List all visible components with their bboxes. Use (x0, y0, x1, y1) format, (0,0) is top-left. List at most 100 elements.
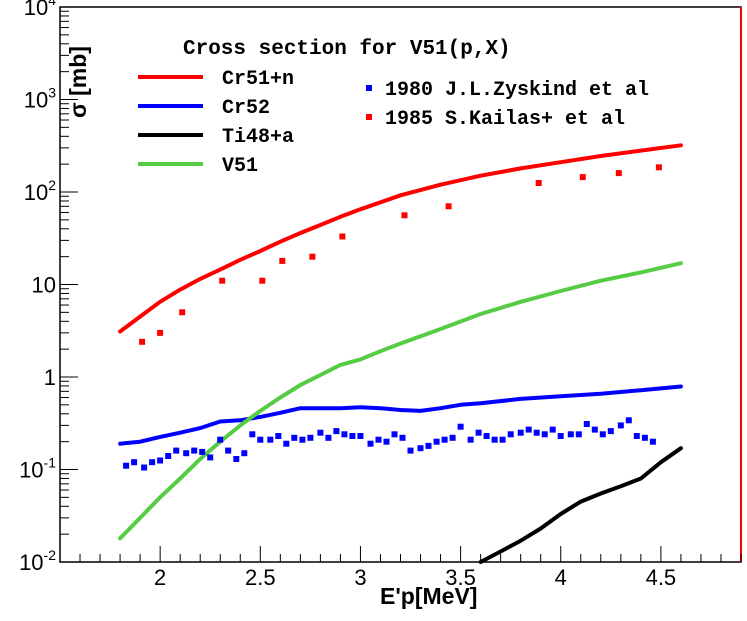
data-point-1980-j-l-zyskind-et-al (249, 431, 256, 438)
data-point-1980-j-l-zyskind-et-al (483, 433, 490, 439)
data-point-1980-j-l-zyskind-et-al (475, 429, 482, 436)
data-point-1980-j-l-zyskind-et-al (449, 434, 456, 441)
data-point-1980-j-l-zyskind-et-al (173, 447, 180, 454)
data-point-1980-j-l-zyskind-et-al (649, 438, 656, 445)
x-tick-label: 2 (154, 565, 166, 590)
data-point-1980-j-l-zyskind-et-al (591, 426, 598, 433)
data-point-1980-j-l-zyskind-et-al (541, 431, 548, 438)
data-point-1985-s-kailas-et-al (445, 203, 452, 210)
data-point-1980-j-l-zyskind-et-al (123, 462, 130, 469)
data-point-1980-j-l-zyskind-et-al (267, 436, 274, 443)
data-point-1980-j-l-zyskind-et-al (641, 434, 648, 441)
data-point-1980-j-l-zyskind-et-al (141, 464, 148, 471)
data-point-1980-j-l-zyskind-et-al (425, 442, 432, 449)
y-tick-label: 10-1 (19, 455, 56, 483)
data-point-1980-j-l-zyskind-et-al (525, 426, 532, 433)
data-point-1980-j-l-zyskind-et-al (499, 436, 506, 443)
data-point-1980-j-l-zyskind-et-al (191, 447, 198, 454)
data-point-1980-j-l-zyskind-et-al (549, 426, 556, 433)
x-tick-label: 4.5 (646, 565, 677, 590)
legend-label: 1985 S.Kailas+ et al (385, 108, 625, 131)
data-point-1985-s-kailas-et-al (339, 233, 346, 240)
data-point-1980-j-l-zyskind-et-al (357, 433, 364, 439)
data-point-1985-s-kailas-et-al (157, 329, 164, 336)
data-point-1985-s-kailas-et-al (401, 212, 408, 219)
data-point-1980-j-l-zyskind-et-al (217, 436, 224, 443)
data-point-1980-j-l-zyskind-et-al (225, 447, 232, 454)
data-point-1985-s-kailas-et-al (615, 170, 622, 177)
data-point-1985-s-kailas-et-al (309, 253, 316, 260)
data-point-1980-j-l-zyskind-et-al (165, 453, 172, 459)
data-point-1980-j-l-zyskind-et-al (333, 428, 340, 435)
data-point-1980-j-l-zyskind-et-al (131, 459, 138, 466)
data-point-1980-j-l-zyskind-et-al (199, 448, 206, 455)
data-point-1980-j-l-zyskind-et-al (457, 423, 464, 430)
data-point-1980-j-l-zyskind-et-al (441, 436, 448, 443)
data-point-1980-j-l-zyskind-et-al (241, 450, 248, 457)
chart-title: Cross section for V51(p,X) (183, 38, 511, 61)
y-tick-label: 10-2 (19, 547, 56, 575)
data-point-1980-j-l-zyskind-et-al (399, 434, 406, 441)
data-point-1980-j-l-zyskind-et-al (291, 434, 298, 441)
data-point-1980-j-l-zyskind-et-al (325, 434, 332, 441)
series-line-v51 (118, 261, 683, 541)
data-point-1980-j-l-zyskind-et-al (583, 421, 590, 427)
series-line-ti48-a (478, 446, 683, 564)
data-point-1980-j-l-zyskind-et-al (149, 459, 156, 466)
axis-ticks (59, 6, 742, 563)
data-point-1980-j-l-zyskind-et-al (557, 433, 564, 439)
data-point-1980-j-l-zyskind-et-al (275, 433, 282, 439)
data-point-1980-j-l-zyskind-et-al (607, 428, 614, 435)
data-point-1980-j-l-zyskind-et-al (407, 447, 414, 454)
legend-marker (366, 85, 372, 91)
data-point-1980-j-l-zyskind-et-al (467, 436, 474, 443)
axis-tick-labels: 2 2.5 3 3.5 4 4.5 10-2 10-1 1 10 102 103 104 (19, 0, 676, 590)
data-point-1980-j-l-zyskind-et-al (317, 429, 324, 436)
legend-label: Ti48+a (222, 126, 294, 149)
data-point-1980-j-l-zyskind-et-al (575, 431, 582, 438)
data-point-1980-j-l-zyskind-et-al (349, 433, 356, 439)
series-layer (118, 143, 683, 564)
x-tick-label: 3.5 (445, 565, 476, 590)
y-tick-label: 103 (24, 85, 56, 113)
legend-marker (366, 114, 372, 120)
data-point-1980-j-l-zyskind-et-al (341, 431, 348, 438)
data-point-1980-j-l-zyskind-et-al (633, 433, 640, 439)
data-point-1985-s-kailas-et-al (259, 277, 266, 284)
data-point-1980-j-l-zyskind-et-al (283, 440, 290, 447)
data-point-1980-j-l-zyskind-et-al (517, 429, 524, 436)
x-tick-label: 3 (354, 565, 366, 590)
data-point-1980-j-l-zyskind-et-al (533, 429, 540, 436)
data-point-1980-j-l-zyskind-et-al (433, 438, 440, 445)
data-point-1985-s-kailas-et-al (279, 257, 286, 264)
legend-label: Cr52 (222, 97, 270, 120)
y-tick-label: 1 (44, 365, 56, 390)
data-point-1985-s-kailas-et-al (535, 180, 542, 186)
data-point-1980-j-l-zyskind-et-al (307, 434, 314, 441)
data-point-1980-j-l-zyskind-et-al (183, 450, 190, 457)
y-axis-title: σ [mb] (65, 46, 91, 118)
data-point-1980-j-l-zyskind-et-al (599, 431, 606, 438)
legend-label: 1980 J.L.Zyskind et al (385, 79, 649, 102)
legend-label: V51 (222, 155, 258, 178)
y-tick-label: 10 (32, 273, 56, 298)
x-tick-label: 2.5 (245, 565, 276, 590)
data-point-1980-j-l-zyskind-et-al (375, 436, 382, 443)
data-point-1980-j-l-zyskind-et-al (625, 417, 632, 424)
data-point-1985-s-kailas-et-al (139, 338, 146, 345)
data-point-1980-j-l-zyskind-et-al (157, 457, 164, 464)
data-point-1980-j-l-zyskind-et-al (617, 422, 624, 429)
data-point-1985-s-kailas-et-al (655, 164, 662, 171)
data-point-1980-j-l-zyskind-et-al (257, 436, 264, 443)
legend: Cr51+n Cr52 Ti48+a V51 1980 J.L.Zyskind et a… (138, 68, 649, 178)
data-point-1980-j-l-zyskind-et-al (367, 440, 374, 447)
data-point-1985-s-kailas-et-al (219, 277, 226, 284)
series-line-cr51-n (118, 143, 683, 334)
data-point-1985-s-kailas-et-al (179, 309, 186, 316)
data-point-1980-j-l-zyskind-et-al (299, 436, 306, 443)
x-axis-title: E'p[MeV] (380, 583, 477, 609)
data-point-1980-j-l-zyskind-et-al (491, 436, 498, 443)
data-point-1980-j-l-zyskind-et-al (567, 431, 574, 438)
x-tick-label: 4 (555, 565, 567, 590)
